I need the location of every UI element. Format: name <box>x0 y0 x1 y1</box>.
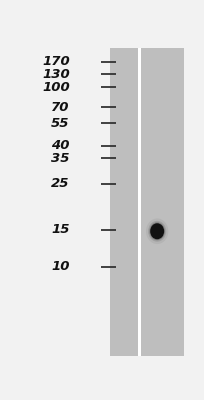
Text: 70: 70 <box>51 101 70 114</box>
Bar <box>138 48 141 356</box>
Text: 55: 55 <box>51 117 70 130</box>
Text: 25: 25 <box>51 177 70 190</box>
Text: 170: 170 <box>42 55 70 68</box>
Ellipse shape <box>146 218 168 244</box>
Ellipse shape <box>149 222 165 240</box>
Text: 35: 35 <box>51 152 70 165</box>
Text: 15: 15 <box>51 223 70 236</box>
Text: 130: 130 <box>42 68 70 81</box>
Bar <box>141 48 184 356</box>
Text: 10: 10 <box>51 260 70 273</box>
Text: 100: 100 <box>42 81 70 94</box>
Text: 40: 40 <box>51 140 70 152</box>
Bar <box>110 48 138 356</box>
Ellipse shape <box>150 223 164 239</box>
Ellipse shape <box>148 221 166 242</box>
